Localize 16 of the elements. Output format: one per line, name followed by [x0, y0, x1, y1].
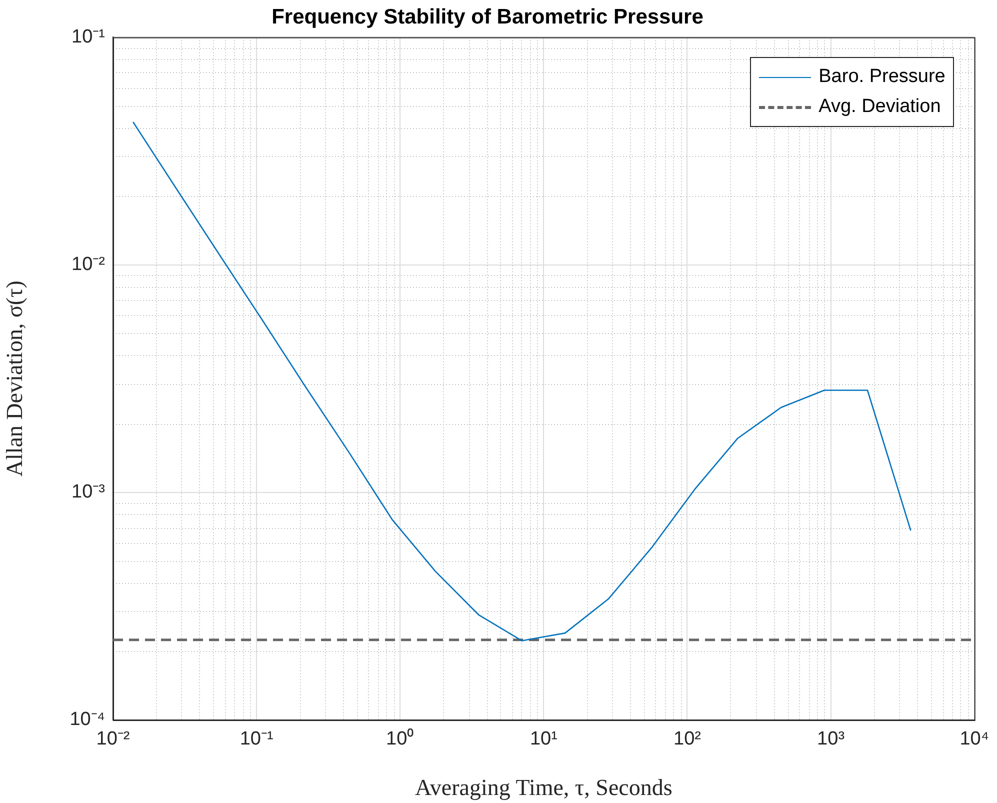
- legend-label: Baro. Pressure: [818, 66, 946, 88]
- y-tick-label: 10⁻¹: [72, 26, 105, 48]
- x-axis-title: Averaging Time, τ, Seconds: [415, 775, 672, 800]
- legend-label: Avg. Deviation: [818, 96, 941, 118]
- x-tick-label: 10⁻¹: [240, 728, 274, 750]
- y-tick-label: 10⁻³: [72, 482, 105, 503]
- y-axis-title: Allan Deviation, σ(τ): [2, 280, 27, 477]
- chart-title: Frequency Stability of Barometric Pressure: [272, 5, 704, 28]
- x-tick-label: 10²: [674, 728, 701, 750]
- x-tick-label: 10⁻²: [96, 728, 130, 750]
- x-tick-label: 10⁰: [386, 728, 414, 750]
- x-tick-label: 10¹: [530, 728, 558, 750]
- x-tick-label: 10³: [817, 728, 845, 750]
- y-tick-label: 10⁻⁴: [70, 709, 105, 730]
- y-tick-label: 10⁻²: [72, 254, 105, 276]
- x-tick-label: 10⁴: [960, 728, 990, 750]
